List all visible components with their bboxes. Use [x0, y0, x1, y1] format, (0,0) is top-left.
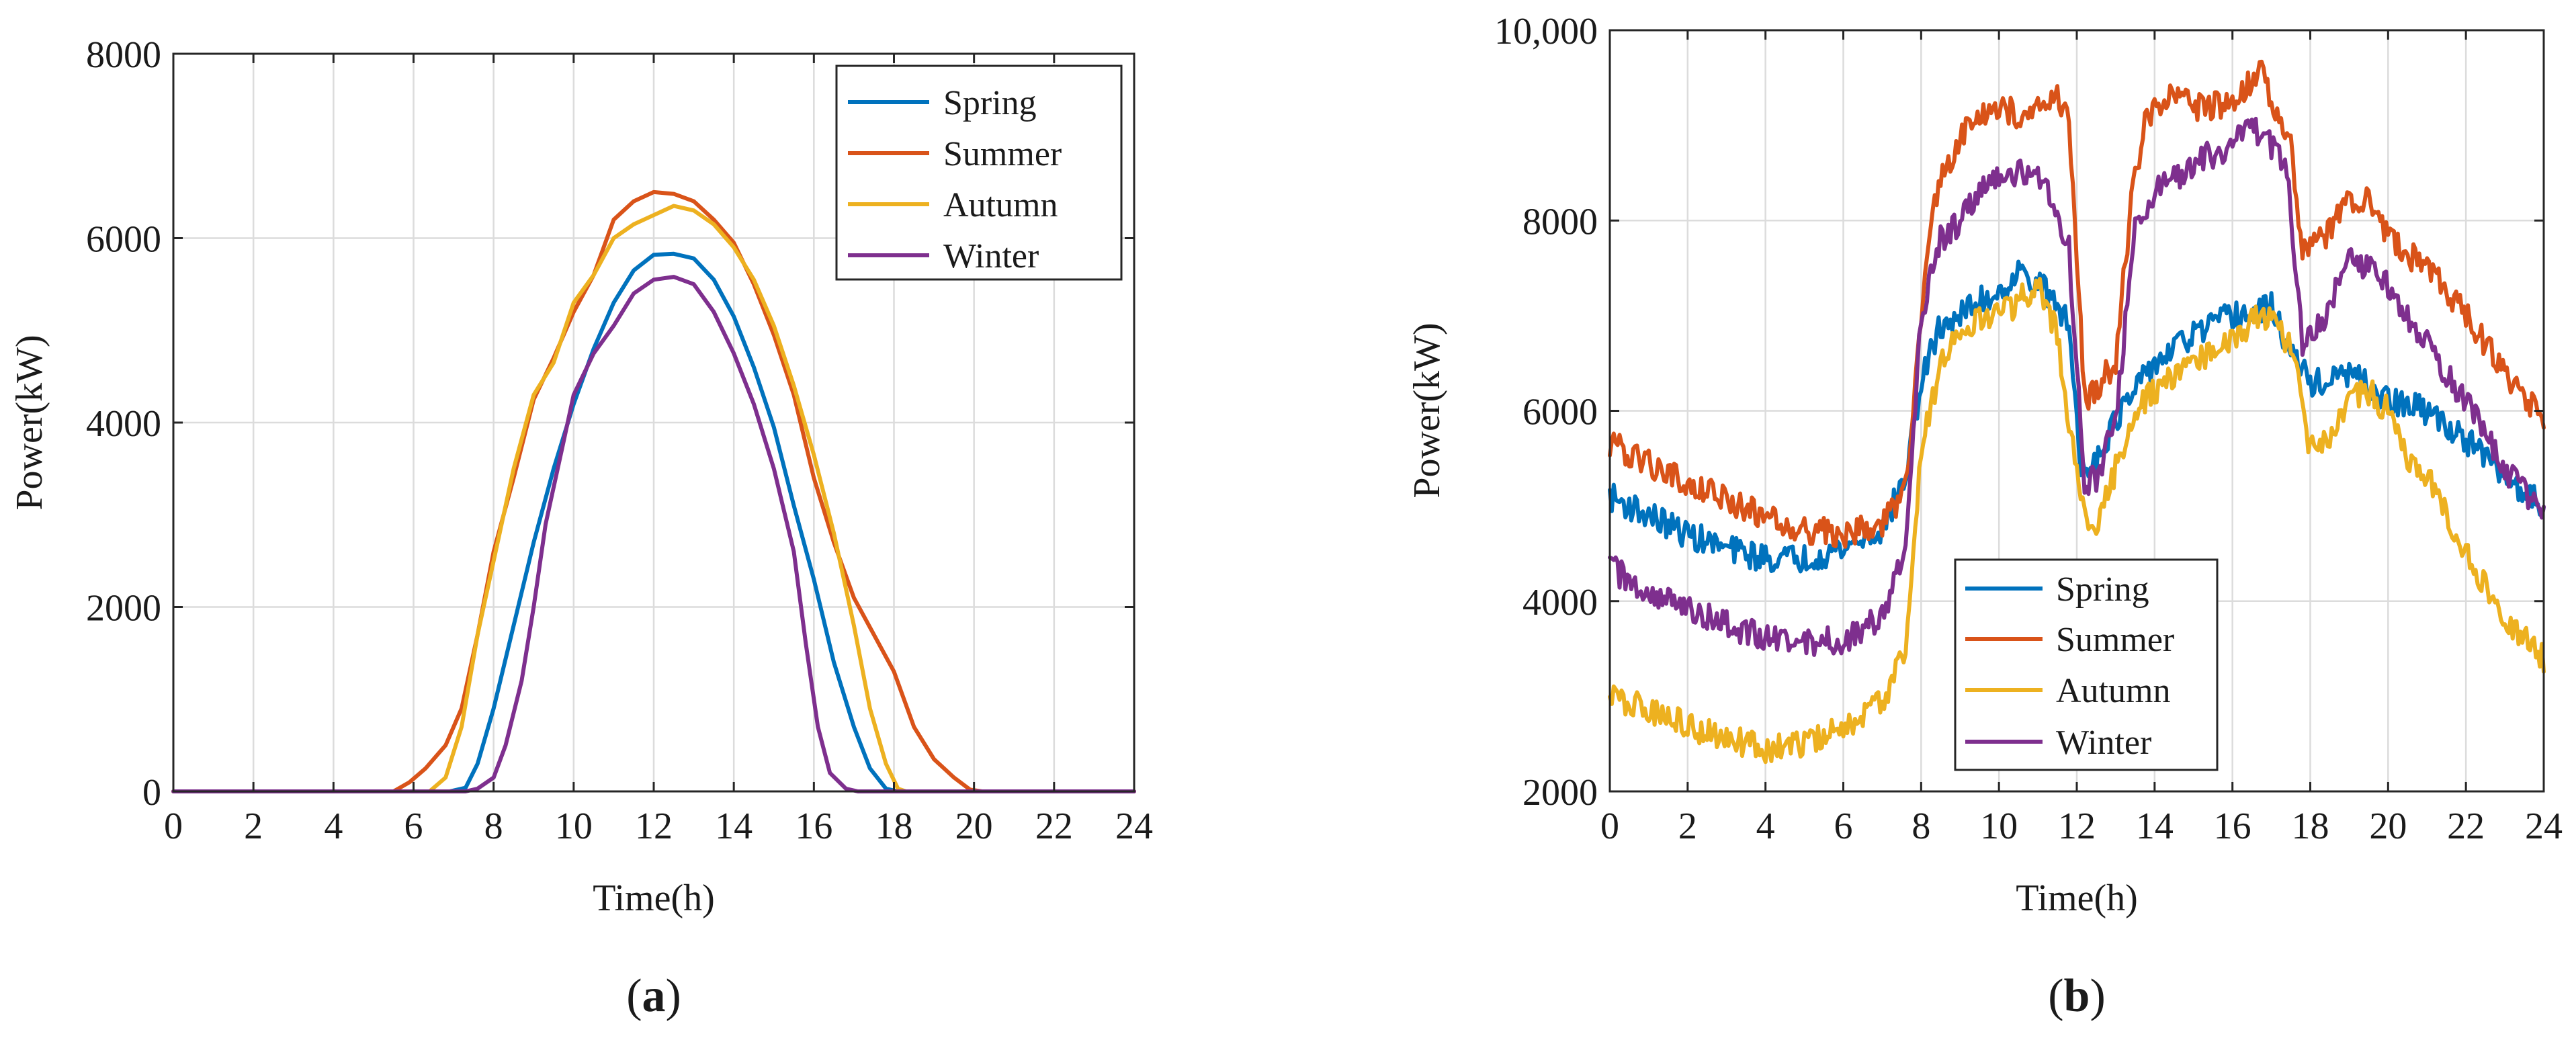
legend-label-spring-a: Spring	[943, 84, 1037, 122]
legend-b: Spring Summer Autumn Winter	[1954, 558, 2219, 771]
caption-letter-a: a	[642, 970, 666, 1022]
x-tick-label: 20	[2369, 806, 2407, 847]
caption-a: (a)	[626, 970, 681, 1022]
series-line-winter	[171, 275, 1136, 793]
chart-panel-b: 0 2 4 6 8 10 12 14 16 18 20 22 24 200040006000800010…	[1406, 11, 2563, 1022]
legend-label-summer-b: Summer	[2056, 621, 2174, 659]
y-tick-label: 4000	[86, 403, 161, 445]
caption-close-b: )	[2090, 970, 2105, 1022]
series-layer-b	[1608, 59, 2546, 765]
series-line-autumn	[1608, 277, 2546, 765]
tickmarks-b	[1608, 29, 2545, 793]
x-tick-label: 20	[955, 806, 993, 847]
x-tick-label: 12	[2058, 806, 2096, 847]
x-tick-labels-b: 0 2 4 6 8 10 12 14 16 18 20 22 24	[1600, 806, 2563, 847]
x-tick-label: 22	[2447, 806, 2485, 847]
y-tick-label: 4000	[1522, 582, 1598, 623]
x-tick-label: 4	[1756, 806, 1775, 847]
caption-letter-b: b	[2064, 970, 2090, 1022]
x-tick-labels-a: 0 2 4 6 8 10 12 14 16 18 20 22 24	[164, 806, 1153, 847]
x-tick-label: 14	[2136, 806, 2174, 847]
y-tick-label: 8000	[1522, 201, 1598, 243]
x-tick-label: 0	[1600, 806, 1619, 847]
x-tick-label: 6	[1834, 806, 1853, 847]
y-tick-label: 0	[142, 772, 161, 814]
caption-open-a: (	[626, 970, 642, 1022]
series-layer-a	[171, 189, 1136, 793]
series-line-winter	[1608, 116, 2546, 657]
x-tick-label: 10	[555, 806, 593, 847]
x-tick-label: 6	[404, 806, 423, 847]
x-axis-label-b: Time(h)	[2016, 877, 2138, 919]
legend-box-b	[1954, 558, 2219, 771]
legend-label-winter-a: Winter	[943, 237, 1039, 275]
legend-label-spring-b: Spring	[2056, 570, 2149, 609]
y-tick-label: 6000	[1522, 392, 1598, 433]
x-tick-label: 18	[875, 806, 913, 847]
y-tick-label: 10,000	[1494, 11, 1598, 52]
x-axis-label-a: Time(h)	[593, 877, 715, 919]
x-tick-label: 2	[244, 806, 263, 847]
series-line-spring	[171, 251, 1136, 793]
series-line-autumn	[171, 204, 1136, 793]
x-tick-label: 12	[635, 806, 673, 847]
legend-label-winter-b: Winter	[2056, 724, 2151, 762]
x-tick-label: 24	[1115, 806, 1153, 847]
caption-close-a: )	[666, 970, 681, 1022]
legend-a: Spring Summer Autumn Winter	[835, 64, 1123, 281]
caption-open-b: (	[2048, 970, 2063, 1022]
y-tick-labels-b: 2000 4000 6000 8000 10,000	[1494, 11, 1598, 814]
x-tick-label: 8	[484, 806, 503, 847]
x-tick-label: 16	[2214, 806, 2251, 847]
x-tick-label: 16	[795, 806, 832, 847]
y-tick-label: 8000	[86, 34, 161, 76]
x-tick-label: 24	[2525, 806, 2563, 847]
caption-b: (b)	[2048, 970, 2106, 1022]
x-tick-label: 4	[324, 806, 343, 847]
legend-label-summer-a: Summer	[943, 135, 1062, 173]
x-tick-label: 18	[2292, 806, 2329, 847]
legend-label-autumn-a: Autumn	[943, 186, 1058, 224]
y-axis-label-b: Power(kW)	[1406, 322, 1448, 498]
series-line-summer	[1608, 59, 2546, 549]
x-tick-label: 8	[1912, 806, 1930, 847]
y-tick-label: 6000	[86, 219, 161, 261]
chart-panel-a: 0 2 4 6 8 10 12 14 16 18 20 22 24 02000400060008000 …	[9, 34, 1153, 1022]
x-tick-label: 10	[1980, 806, 2018, 847]
tickmarks-a	[172, 52, 1135, 793]
series-line-spring	[1608, 259, 2546, 574]
legend-label-autumn-b: Autumn	[2056, 672, 2170, 710]
x-tick-label: 0	[164, 806, 183, 847]
y-tick-labels-a: 0 2000 4000 6000 8000	[86, 34, 161, 814]
y-axis-label-a: Power(kW)	[9, 335, 50, 510]
x-tick-label: 2	[1678, 806, 1697, 847]
x-tick-label: 22	[1035, 806, 1073, 847]
y-tick-label: 2000	[1522, 772, 1598, 814]
y-tick-label: 2000	[86, 588, 161, 629]
x-tick-label: 14	[715, 806, 753, 847]
